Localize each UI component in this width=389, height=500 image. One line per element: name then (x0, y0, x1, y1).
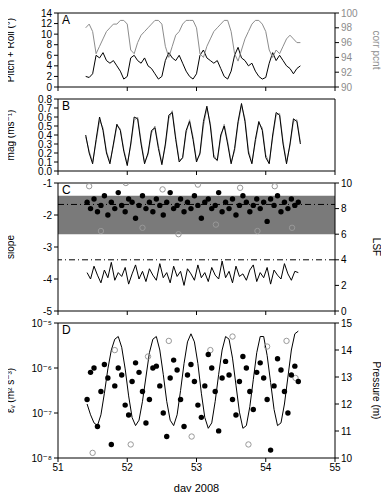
html-text:B: B (62, 99, 70, 113)
svg-text:14: 14 (41, 8, 53, 19)
svg-text:8: 8 (341, 203, 347, 214)
svg-text:51: 51 (52, 462, 64, 473)
svg-text:12: 12 (41, 18, 53, 29)
svg-text:4: 4 (46, 60, 52, 71)
svg-text:10: 10 (341, 178, 353, 189)
svg-text:-4: -4 (43, 274, 52, 285)
svg-text:12: 12 (341, 399, 353, 410)
svg-text:94: 94 (341, 52, 353, 63)
svg-text:54: 54 (260, 462, 272, 473)
svg-text:6: 6 (46, 50, 52, 61)
svg-text:-1: -1 (43, 178, 52, 189)
svg-text:8: 8 (46, 39, 52, 50)
svg-text:96: 96 (341, 37, 353, 48)
svg-text:0.4: 0.4 (38, 129, 52, 141)
svg-text:-3: -3 (43, 242, 52, 253)
svg-text:0.7: 0.7 (38, 102, 52, 114)
svg-text:mag (ms⁻¹): mag (ms⁻¹) (8, 110, 16, 161)
svg-text:10⁻⁵: 10⁻⁵ (31, 318, 52, 329)
svg-text:2: 2 (46, 71, 52, 82)
html-text:A: A (62, 13, 70, 27)
svg-text:100: 100 (341, 8, 358, 19)
svg-text:Pitch + Roll (°): Pitch + Roll (°) (8, 18, 16, 82)
svg-text:15: 15 (341, 318, 353, 329)
html-text:C: C (62, 183, 71, 197)
svg-text:0.3: 0.3 (38, 138, 52, 150)
svg-text:0.6: 0.6 (38, 111, 52, 123)
svg-text:2: 2 (341, 280, 347, 291)
svg-text:slope: slope (8, 235, 16, 259)
html-text:D: D (62, 323, 71, 337)
svg-text:0.1: 0.1 (38, 156, 52, 168)
svg-text:day 2008: day 2008 (174, 482, 219, 492)
svg-text:LSF: LSF (371, 238, 381, 256)
svg-text:6: 6 (341, 229, 347, 240)
svg-text:52: 52 (122, 462, 134, 473)
svg-text:Pressure (m): Pressure (m) (371, 362, 381, 420)
svg-text:53: 53 (191, 462, 203, 473)
svg-text:4: 4 (341, 254, 347, 265)
svg-text:-5: -5 (43, 306, 52, 317)
svg-text:10: 10 (341, 453, 353, 464)
svg-text:98: 98 (341, 22, 353, 33)
svg-text:10⁻⁷: 10⁻⁷ (32, 408, 52, 419)
svg-text:εᵥ (m² s⁻³): εᵥ (m² s⁻³) (8, 368, 16, 413)
svg-text:corr pcnt: corr pcnt (371, 31, 381, 70)
svg-text:10⁻⁸: 10⁻⁸ (31, 453, 52, 464)
svg-text:92: 92 (341, 67, 353, 78)
svg-text:14: 14 (341, 345, 353, 356)
svg-text:13: 13 (341, 372, 353, 383)
svg-text:11: 11 (341, 426, 352, 437)
svg-text:0: 0 (46, 82, 52, 93)
svg-text:-2: -2 (43, 210, 52, 221)
svg-text:0.5: 0.5 (38, 120, 52, 132)
svg-text:10⁻⁶: 10⁻⁶ (31, 363, 52, 374)
svg-text:0.0: 0.0 (38, 165, 52, 177)
svg-text:10: 10 (41, 29, 53, 40)
svg-text:55: 55 (329, 462, 341, 473)
svg-text:0.2: 0.2 (38, 147, 52, 159)
svg-text:0: 0 (341, 306, 347, 317)
svg-text:90: 90 (341, 82, 353, 93)
svg-text:0.8: 0.8 (38, 94, 52, 105)
